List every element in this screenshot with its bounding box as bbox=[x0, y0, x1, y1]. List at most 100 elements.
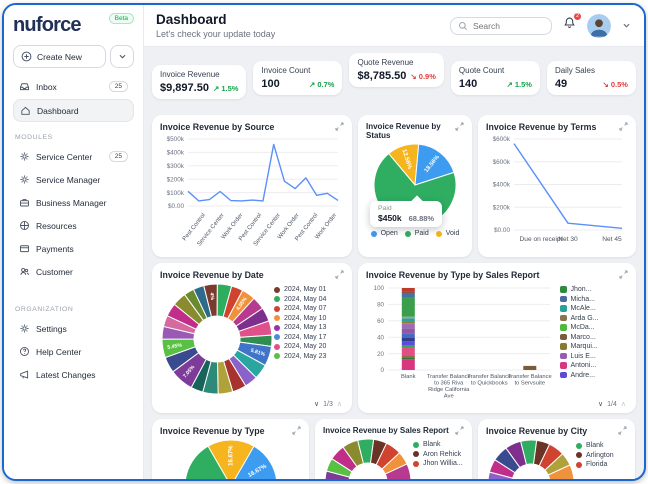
sidebar-item-payments[interactable]: Payments bbox=[13, 238, 134, 259]
stat-card-invoice-count[interactable]: Invoice Count 100 ↗ 0.7% bbox=[253, 61, 343, 95]
sidebar-item-service-center[interactable]: Service Center 25 bbox=[13, 146, 134, 167]
legend-item[interactable]: Jhon Willia... bbox=[413, 460, 464, 467]
page-indicator: 1/4 bbox=[607, 400, 617, 408]
legend-swatch bbox=[274, 286, 280, 293]
legend-swatch bbox=[274, 305, 280, 312]
legend-item[interactable]: Paid bbox=[404, 230, 429, 237]
legend-item[interactable]: 2024, May 04 bbox=[274, 296, 344, 303]
expand-icon[interactable] bbox=[618, 426, 627, 435]
sidebar-item-settings[interactable]: Settings bbox=[13, 318, 134, 339]
legend-pagination: ∨ 1/3 ∧ bbox=[314, 400, 342, 409]
stat-value: 100 bbox=[261, 78, 280, 90]
legend-item[interactable]: McAle... bbox=[560, 305, 628, 312]
legend-item[interactable]: Jhon... bbox=[560, 286, 628, 293]
page-up-icon[interactable]: ∧ bbox=[336, 401, 342, 408]
legend-item[interactable]: Marco... bbox=[560, 334, 628, 341]
date-donut-chart[interactable]: 4% 4.05% 5.81% 7.05% 5.45% bbox=[160, 282, 274, 396]
legend-item[interactable]: Blank bbox=[413, 441, 464, 448]
search-input[interactable] bbox=[473, 20, 543, 31]
expand-icon[interactable] bbox=[335, 270, 344, 279]
legend-item[interactable]: Void bbox=[435, 230, 459, 237]
source-line-chart[interactable]: $500k $400k $300k $200k $100k $0.00 Pest Contr… bbox=[160, 134, 344, 248]
legend-label: Marqui... bbox=[570, 343, 598, 350]
legend-item[interactable]: Arlington bbox=[576, 452, 627, 459]
type-pie-chart[interactable]: 16.67%16.67%50% bbox=[160, 438, 301, 479]
svg-text:$100k: $100k bbox=[167, 190, 185, 197]
city-donut-chart[interactable] bbox=[486, 438, 576, 479]
legend-item[interactable]: 2024, May 20 bbox=[274, 343, 344, 350]
legend-item[interactable]: 2024, May 07 bbox=[274, 305, 344, 312]
customer-label: Customer bbox=[36, 266, 73, 277]
expand-icon[interactable] bbox=[292, 426, 301, 435]
sidebar-item-latest-changes[interactable]: Latest Changes bbox=[13, 364, 134, 385]
legend-swatch bbox=[560, 333, 567, 341]
briefcase-icon bbox=[20, 199, 29, 207]
sidebar-item-business-manager[interactable]: Business Manager bbox=[13, 192, 134, 213]
svg-text:$200k: $200k bbox=[167, 176, 185, 183]
legend-label: 2024, May 23 bbox=[284, 352, 327, 360]
legend-item[interactable]: Open bbox=[370, 230, 398, 237]
legend-swatch bbox=[576, 452, 582, 458]
dashboard-label: Dashboard bbox=[37, 105, 79, 116]
legend-item[interactable]: Marqui... bbox=[560, 343, 628, 350]
legend-swatch bbox=[560, 352, 567, 360]
stat-card-quote-count[interactable]: Quote Count 140 ↗ 1.5% bbox=[450, 61, 540, 95]
stat-label: Invoice Revenue bbox=[160, 70, 220, 79]
legend-item[interactable]: Florida bbox=[576, 461, 627, 468]
stat-card-invoice-revenue[interactable]: Invoice Revenue $9,897.50 ↗ 1.5% bbox=[152, 65, 247, 99]
sidebar-item-resources[interactable]: Resources bbox=[13, 215, 134, 236]
page-title: Dashboard bbox=[156, 12, 227, 27]
page-down-icon[interactable]: ∨ bbox=[314, 401, 320, 408]
stat-card-daily-sales[interactable]: Daily Sales 49 ↘ 0.5% bbox=[546, 61, 636, 95]
sidebar-item-service-manager[interactable]: Service Manager bbox=[13, 169, 134, 190]
search-box[interactable] bbox=[450, 16, 552, 35]
legend-item[interactable]: Aron Rehick bbox=[413, 451, 464, 458]
page-down-icon[interactable]: ∨ bbox=[598, 401, 604, 408]
sidebar-item-help-center[interactable]: Help Center bbox=[13, 341, 134, 362]
expand-icon[interactable] bbox=[335, 122, 344, 131]
legend-item[interactable]: 2024, May 17 bbox=[274, 334, 344, 341]
legend-swatch bbox=[413, 460, 419, 467]
user-avatar[interactable] bbox=[587, 13, 611, 38]
expand-icon[interactable] bbox=[455, 426, 464, 435]
notifications-button[interactable]: 2 bbox=[562, 11, 582, 36]
card-title: Invoice Revenue by Type by Sales Report bbox=[366, 270, 540, 280]
legend-item[interactable]: 2024, May 13 bbox=[274, 324, 344, 331]
expand-icon[interactable] bbox=[619, 122, 628, 131]
expand-icon[interactable] bbox=[619, 270, 628, 279]
sidebar-item-customer[interactable]: Customer bbox=[13, 261, 134, 282]
service-manager-label: Service Manager bbox=[36, 174, 101, 185]
legend-item[interactable]: Antoni... bbox=[560, 362, 628, 369]
legend-item[interactable]: Arda G... bbox=[560, 315, 628, 322]
svg-text:Transfer Balance: Transfer Balance bbox=[508, 374, 552, 380]
legend-item[interactable]: Luis E... bbox=[560, 353, 628, 360]
legend-label: Arlington bbox=[586, 451, 614, 459]
sidebar-item-dashboard[interactable]: Dashboard bbox=[13, 99, 134, 122]
legend-item[interactable]: McDa... bbox=[560, 324, 628, 331]
expand-icon[interactable] bbox=[455, 122, 464, 131]
legend-swatch bbox=[560, 314, 567, 322]
gear-icon bbox=[20, 152, 29, 161]
sales-report-donut-chart[interactable] bbox=[323, 437, 413, 479]
svg-text:$600k: $600k bbox=[493, 136, 511, 143]
avatar-image bbox=[587, 13, 611, 38]
terms-line-chart[interactable]: $600k $600k $400k $200k $0.00 Due on receipt N… bbox=[486, 134, 628, 246]
profile-chevron-icon[interactable] bbox=[621, 20, 632, 31]
page-up-icon[interactable]: ∧ bbox=[620, 401, 626, 408]
stat-card-quote-revenue[interactable]: Quote Revenue $8,785.50 ↘ 0.9% bbox=[349, 53, 444, 87]
legend-item[interactable]: 2024, May 23 bbox=[274, 353, 344, 360]
legend-label: Paid bbox=[414, 230, 429, 237]
type-sales-bar-chart[interactable]: 100 80 60 40 20 0 Blank Transfer Balance to 365 … bbox=[366, 282, 554, 404]
create-new-button[interactable]: Create New bbox=[13, 45, 106, 68]
sidebar-item-inbox[interactable]: Inbox 25 bbox=[13, 76, 134, 97]
app-logo: nuforce bbox=[13, 14, 82, 36]
legend-item[interactable]: Micha... bbox=[560, 296, 628, 303]
trend-up-indicator: ↗ 1.5% bbox=[506, 80, 532, 89]
legend-item[interactable]: 2024, May 10 bbox=[274, 315, 344, 322]
legend-item[interactable]: Blank bbox=[576, 442, 627, 449]
notification-count-badge: 2 bbox=[573, 11, 582, 21]
legend-item[interactable]: 2024, May 01 bbox=[274, 286, 344, 293]
create-new-dropdown-button[interactable] bbox=[110, 45, 134, 68]
payments-label: Payments bbox=[36, 243, 74, 254]
legend-item[interactable]: Andre... bbox=[560, 372, 628, 379]
